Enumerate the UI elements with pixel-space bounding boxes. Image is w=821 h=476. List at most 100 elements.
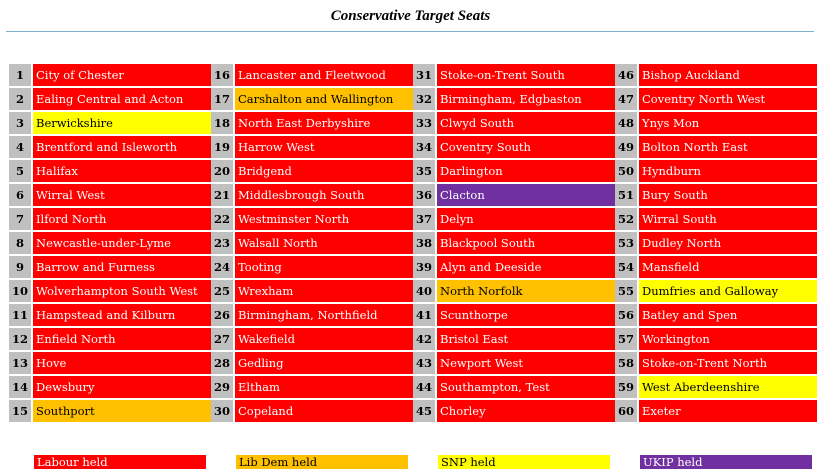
seat-name: Wolverhampton South West bbox=[33, 280, 211, 302]
table-row: 20 Bridgend bbox=[211, 159, 413, 183]
seat-name: North Norfolk bbox=[437, 280, 615, 302]
seat-rank: 56 bbox=[615, 304, 637, 326]
table-row: 49 Bolton North East bbox=[615, 135, 817, 159]
seat-name: Ealing Central and Acton bbox=[33, 88, 211, 110]
table-row: 10 Wolverhampton South West bbox=[9, 279, 211, 303]
table-row: 30 Copeland bbox=[211, 399, 413, 423]
table-row: 32 Birmingham, Edgbaston bbox=[413, 87, 615, 111]
table-row: 9 Barrow and Furness bbox=[9, 255, 211, 279]
table-row: 40 North Norfolk bbox=[413, 279, 615, 303]
seat-rank: 27 bbox=[211, 328, 233, 350]
table-row: 36 Clacton bbox=[413, 183, 615, 207]
seat-rank: 21 bbox=[211, 184, 233, 206]
table-row: 34 Coventry South bbox=[413, 135, 615, 159]
seat-rank: 25 bbox=[211, 280, 233, 302]
seat-name: Workington bbox=[639, 328, 817, 350]
table-row: 46 Bishop Auckland bbox=[615, 63, 817, 87]
table-row: 26 Birmingham, Northfield bbox=[211, 303, 413, 327]
seat-rank: 32 bbox=[413, 88, 435, 110]
seat-name: Stoke-on-Trent South bbox=[437, 64, 615, 86]
table-row: 21 Middlesbrough South bbox=[211, 183, 413, 207]
seat-rank: 59 bbox=[615, 376, 637, 398]
seat-rank: 22 bbox=[211, 208, 233, 230]
table-row: 51 Bury South bbox=[615, 183, 817, 207]
table-row: 23 Walsall North bbox=[211, 231, 413, 255]
seat-name: Enfield North bbox=[33, 328, 211, 350]
seat-rank: 16 bbox=[211, 64, 233, 86]
legend-snp: SNP held bbox=[438, 455, 610, 469]
table-row: 35 Darlington bbox=[413, 159, 615, 183]
seat-name: Coventry North West bbox=[639, 88, 817, 110]
seat-name: Lancaster and Fleetwood bbox=[235, 64, 413, 86]
seat-name: Wakefield bbox=[235, 328, 413, 350]
seat-name: Carshalton and Wallington bbox=[235, 88, 413, 110]
seat-rank: 34 bbox=[413, 136, 435, 158]
table-row: 60 Exeter bbox=[615, 399, 817, 423]
table-row: 28 Gedling bbox=[211, 351, 413, 375]
seat-name: Newcastle-under-Lyme bbox=[33, 232, 211, 254]
table-row: 13 Hove bbox=[9, 351, 211, 375]
seat-name: Batley and Spen bbox=[639, 304, 817, 326]
seat-rank: 36 bbox=[413, 184, 435, 206]
table-row: 57 Workington bbox=[615, 327, 817, 351]
seat-name: Coventry South bbox=[437, 136, 615, 158]
seat-name: Delyn bbox=[437, 208, 615, 230]
table-row: 38 Blackpool South bbox=[413, 231, 615, 255]
seat-rank: 3 bbox=[9, 112, 31, 134]
seat-rank: 2 bbox=[9, 88, 31, 110]
seat-name: Bridgend bbox=[235, 160, 413, 182]
seat-name: Brentford and Isleworth bbox=[33, 136, 211, 158]
seat-rank: 29 bbox=[211, 376, 233, 398]
seat-table: 1 City of Chester 2 Ealing Central and Acto… bbox=[9, 63, 817, 423]
seat-name: Dudley North bbox=[639, 232, 817, 254]
seat-name: North East Derbyshire bbox=[235, 112, 413, 134]
legend-labour: Labour held bbox=[34, 455, 206, 469]
legend-ukip: UKIP held bbox=[640, 455, 812, 469]
table-row: 50 Hyndburn bbox=[615, 159, 817, 183]
legend-libdem: Lib Dem held bbox=[236, 455, 408, 469]
seat-name: Westminster North bbox=[235, 208, 413, 230]
seat-name: Bristol East bbox=[437, 328, 615, 350]
seat-name: Alyn and Deeside bbox=[437, 256, 615, 278]
seat-rank: 40 bbox=[413, 280, 435, 302]
seat-rank: 17 bbox=[211, 88, 233, 110]
table-row: 14 Dewsbury bbox=[9, 375, 211, 399]
seat-rank: 31 bbox=[413, 64, 435, 86]
table-row: 18 North East Derbyshire bbox=[211, 111, 413, 135]
seat-name: Chorley bbox=[437, 400, 615, 422]
table-row: 37 Delyn bbox=[413, 207, 615, 231]
seat-name: Birmingham, Edgbaston bbox=[437, 88, 615, 110]
seat-name: Copeland bbox=[235, 400, 413, 422]
seat-name: Walsall North bbox=[235, 232, 413, 254]
seat-name: Clacton bbox=[437, 184, 615, 206]
table-row: 3 Berwickshire bbox=[9, 111, 211, 135]
table-row: 52 Wirral South bbox=[615, 207, 817, 231]
seat-column: 1 City of Chester 2 Ealing Central and Acto… bbox=[9, 63, 211, 423]
seat-name: Exeter bbox=[639, 400, 817, 422]
table-row: 59 West Aberdeenshire bbox=[615, 375, 817, 399]
table-row: 47 Coventry North West bbox=[615, 87, 817, 111]
seat-rank: 10 bbox=[9, 280, 31, 302]
seat-rank: 49 bbox=[615, 136, 637, 158]
seat-name: Eltham bbox=[235, 376, 413, 398]
seat-rank: 50 bbox=[615, 160, 637, 182]
seat-rank: 55 bbox=[615, 280, 637, 302]
seat-rank: 11 bbox=[9, 304, 31, 326]
seat-name: Bishop Auckland bbox=[639, 64, 817, 86]
seat-rank: 9 bbox=[9, 256, 31, 278]
table-row: 11 Hampstead and Kilburn bbox=[9, 303, 211, 327]
seat-name: Bury South bbox=[639, 184, 817, 206]
seat-name: Wirral West bbox=[33, 184, 211, 206]
table-row: 58 Stoke-on-Trent North bbox=[615, 351, 817, 375]
seat-name: Halifax bbox=[33, 160, 211, 182]
table-row: 48 Ynys Mon bbox=[615, 111, 817, 135]
seat-name: Wirral South bbox=[639, 208, 817, 230]
table-row: 5 Halifax bbox=[9, 159, 211, 183]
seat-rank: 15 bbox=[9, 400, 31, 422]
seat-rank: 43 bbox=[413, 352, 435, 374]
table-row: 29 Eltham bbox=[211, 375, 413, 399]
seat-name: Wrexham bbox=[235, 280, 413, 302]
table-row: 54 Mansfield bbox=[615, 255, 817, 279]
seat-rank: 58 bbox=[615, 352, 637, 374]
table-row: 44 Southampton, Test bbox=[413, 375, 615, 399]
